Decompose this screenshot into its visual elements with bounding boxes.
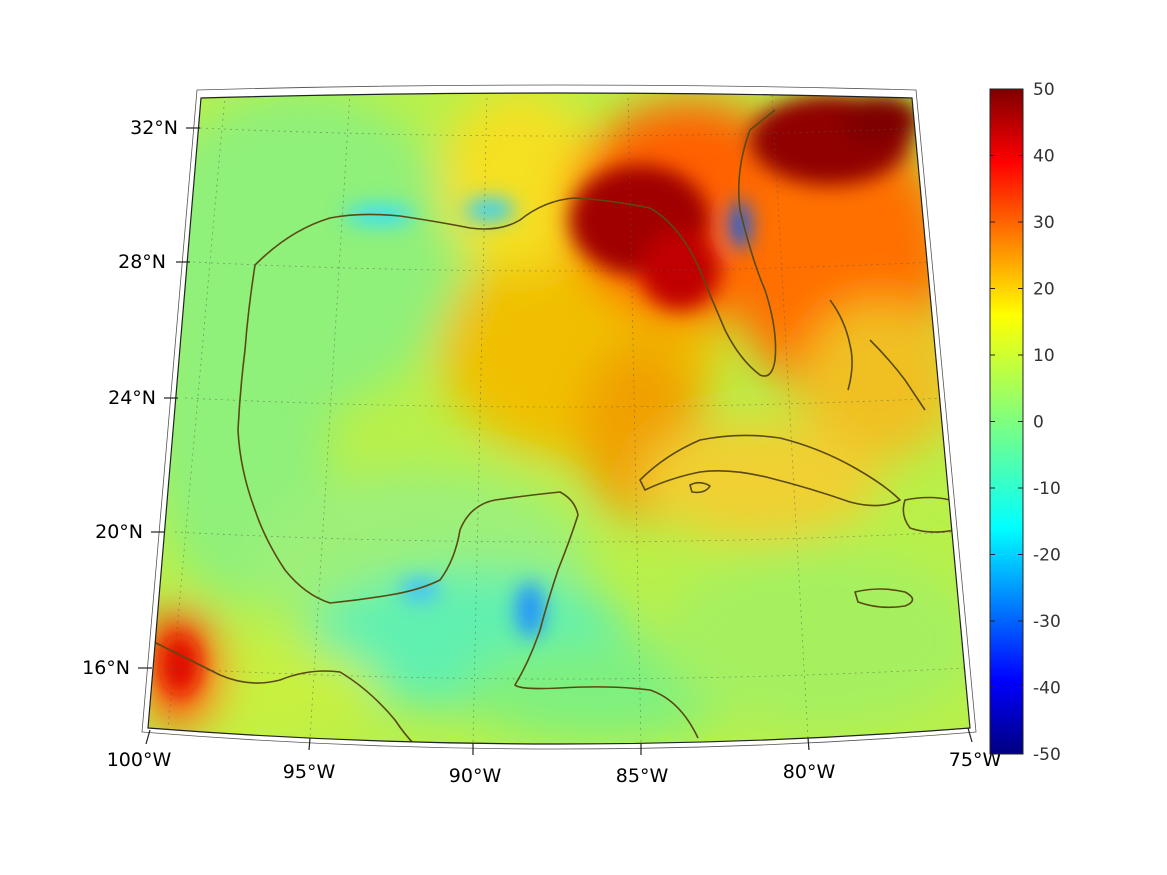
graticule	[164, 93, 966, 744]
field-extremes	[160, 95, 920, 695]
colorbar-tick-label: 0	[1033, 413, 1044, 433]
lon-label-90w: 90°W	[449, 765, 502, 787]
lon-label-100w: 100°W	[107, 749, 172, 771]
colorbar-tick-label: 30	[1033, 213, 1055, 233]
bahamas	[829, 299, 926, 411]
gulf-coast	[254, 109, 777, 377]
map-frame	[141, 84, 977, 750]
isle-of-youth	[689, 481, 711, 494]
colorbar-tick-label: 20	[1033, 280, 1055, 300]
latitude-labels: 16°N 20°N 24°N 28°N 32°N	[82, 117, 178, 679]
lat-label-24n: 24°N	[108, 387, 156, 409]
colorbar-tick-label: 40	[1033, 147, 1055, 167]
frame-ticks	[138, 127, 973, 755]
colorbar-tick-label: -30	[1033, 612, 1061, 632]
cuba	[639, 434, 901, 507]
longitude-labels: 100°W 95°W 90°W 85°W 80°W 75°W	[107, 749, 1002, 787]
lat-label-28n: 28°N	[118, 251, 166, 273]
lat-label-32n: 32°N	[130, 117, 178, 139]
lon-label-80w: 80°W	[783, 761, 836, 783]
hispaniola	[902, 496, 956, 533]
pacific-coast	[149, 639, 416, 744]
lat-label-16n: 16°N	[82, 657, 130, 679]
colorbar: 50 40 30 20 10 0 -10 -20 -30 -40 -50	[989, 80, 1061, 765]
coastlines	[149, 109, 956, 744]
colorbar-tick-label: -10	[1033, 479, 1061, 499]
mexico-gulf-coast	[237, 264, 699, 739]
colorbar-gradient	[989, 88, 1024, 755]
field-anomalies	[148, 93, 970, 740]
colorbar-tick-label: 10	[1033, 346, 1055, 366]
jamaica	[854, 588, 914, 609]
colorbar-ticks: 50 40 30 20 10 0 -10 -20 -30 -40 -50	[990, 80, 1061, 765]
lat-label-20n: 20°N	[95, 521, 143, 543]
colorbar-tick-label: -20	[1033, 546, 1061, 566]
map-field	[148, 93, 970, 744]
lon-label-95w: 95°W	[283, 761, 336, 783]
colorbar-tick-label: -40	[1033, 679, 1061, 699]
colorbar-tick-label: -50	[1033, 745, 1061, 765]
colorbar-tick-label: 50	[1033, 80, 1055, 100]
lon-label-85w: 85°W	[616, 765, 669, 787]
lon-label-75w: 75°W	[949, 749, 1002, 771]
